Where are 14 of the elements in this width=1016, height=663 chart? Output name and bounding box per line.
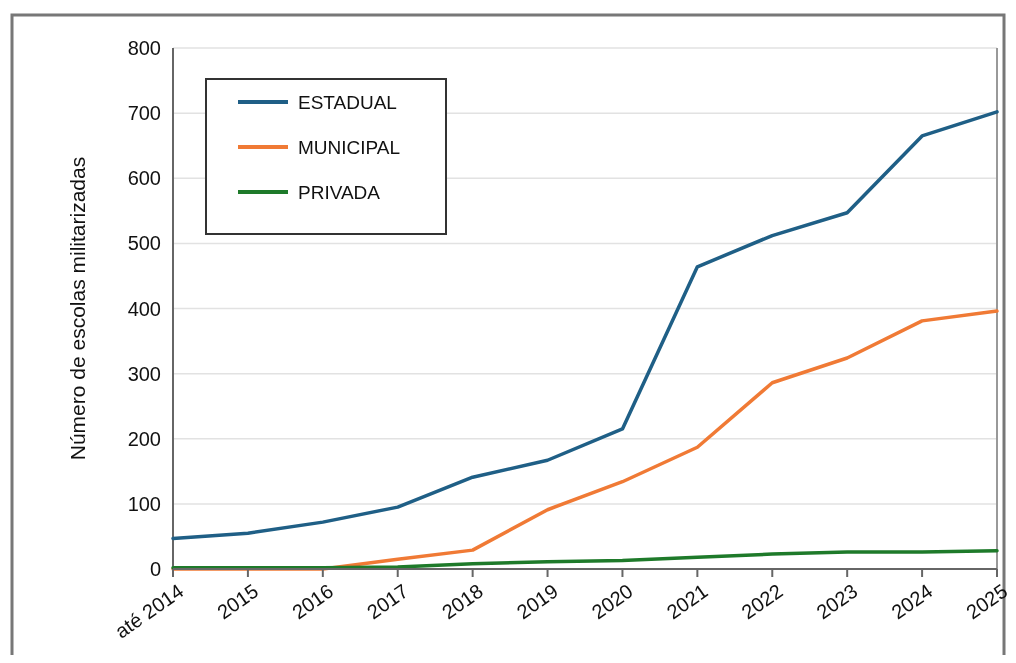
legend-label: ESTADUAL [298,91,397,113]
legend-label: PRIVADA [298,181,381,203]
y-tick-label: 300 [127,362,161,385]
y-axis-title: Número de escolas militarizadas [66,156,89,461]
y-tick-label: 600 [127,167,161,190]
y-tick-label: 200 [127,427,161,450]
y-tick-label: 400 [127,297,161,320]
y-tick-label: 800 [127,37,161,59]
y-tick-label: 100 [127,492,161,515]
y-tick-label: 700 [127,102,161,125]
line-series [171,110,999,541]
y-tick-label: 500 [127,232,161,255]
legend-label: MUNICIPAL [298,136,401,158]
y-tick-label: 0 [149,558,161,580]
